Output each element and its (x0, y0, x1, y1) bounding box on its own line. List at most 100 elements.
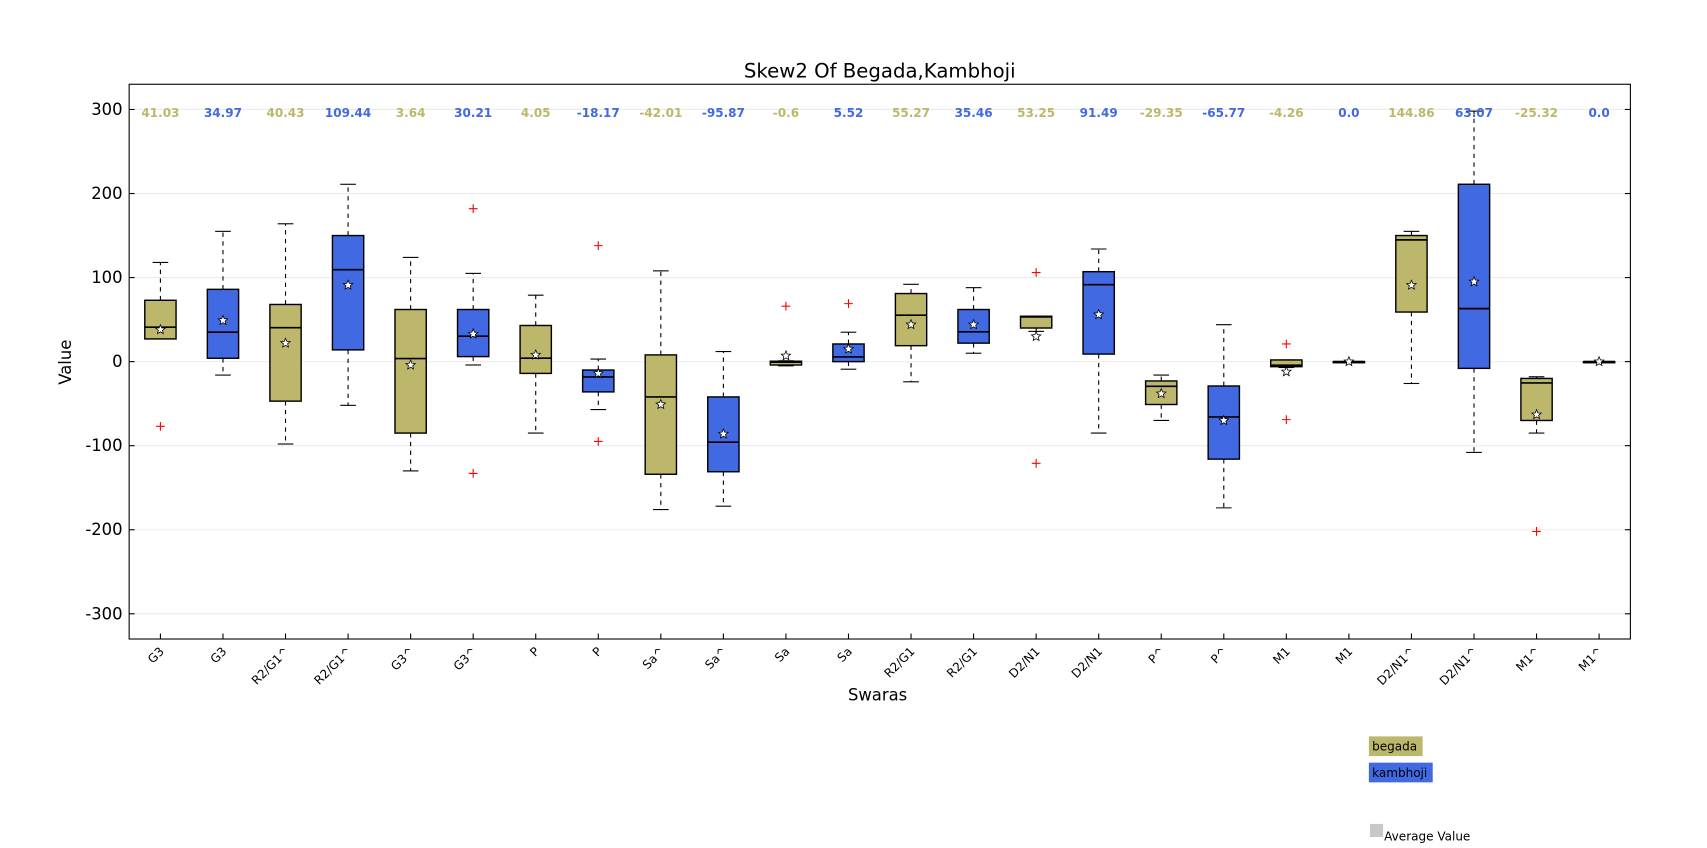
mean-marker (1530, 408, 1543, 420)
mean-marker (1468, 275, 1480, 287)
outlier (1031, 268, 1041, 277)
outlier (1532, 527, 1541, 536)
y-tick-label: 0 (112, 352, 122, 371)
median-label: 4.05 (521, 106, 551, 120)
legend-label: begada (1372, 740, 1417, 754)
y-tick-label: 200 (91, 184, 122, 203)
mean-marker (842, 343, 855, 354)
median-label: 30.21 (454, 106, 492, 120)
box (269, 303, 302, 402)
median-label: -65.77 (1202, 106, 1245, 120)
mean-marker (780, 349, 792, 361)
x-tick-label: P (590, 644, 605, 659)
y-tick-label: 100 (91, 268, 122, 287)
median-label: 35.46 (955, 106, 993, 120)
mean-marker (405, 359, 417, 370)
median-label: 3.64 (396, 106, 426, 120)
mean-marker (905, 318, 917, 330)
x-tick-label: M1 (1270, 644, 1293, 667)
x-tick-label: Sa (772, 644, 793, 665)
outlier (781, 301, 791, 311)
legend-mean-swatch (1369, 823, 1384, 838)
mean-marker (1218, 414, 1230, 426)
legend-swatch (1368, 762, 1433, 783)
median-label: 144.86 (1388, 106, 1434, 120)
mean-marker (1030, 330, 1042, 342)
median-label: 53.25 (1017, 106, 1055, 120)
outlier (156, 421, 165, 431)
box (769, 360, 803, 366)
mean-marker (1343, 355, 1355, 367)
mean-marker (530, 349, 542, 360)
box (1019, 315, 1053, 329)
box (1395, 234, 1428, 313)
mean-marker (1093, 308, 1105, 320)
x-tick-label: M1^ (1513, 644, 1543, 674)
median-label: -18.17 (577, 106, 620, 120)
mean-marker (655, 398, 667, 410)
outlier (1031, 458, 1041, 468)
x-tick-label: R2/G1 (881, 644, 917, 680)
median-label: -25.32 (1515, 106, 1558, 120)
y-tick-label: -200 (85, 520, 122, 539)
x-tick-label: D2/N1^ (1374, 644, 1418, 688)
box (957, 308, 990, 344)
median-label: -95.87 (702, 106, 745, 120)
x-tick-label: P (527, 644, 542, 659)
mean-marker (342, 279, 354, 290)
median-label: 40.43 (267, 106, 305, 120)
legend-label: kambhoji (1372, 766, 1427, 780)
outlier (468, 469, 478, 478)
median-label: -29.35 (1140, 106, 1183, 120)
x-tick-label: M1^ (1576, 644, 1606, 674)
x-tick-label: R2/G1^ (311, 644, 354, 687)
mean-marker (592, 367, 604, 379)
box (144, 299, 177, 340)
x-tick-label: R2/G1 (944, 644, 980, 680)
median-label: 63.07 (1455, 106, 1493, 120)
median-label: -4.26 (1269, 106, 1304, 120)
x-axis-label: Swaras (848, 685, 907, 704)
median-label: 109.44 (325, 106, 371, 120)
x-tick-label: D2/N1 (1006, 644, 1042, 680)
x-tick-label: R2/G1^ (249, 644, 292, 687)
median-label: 55.27 (892, 106, 930, 120)
mean-marker (1155, 387, 1167, 399)
median-label: 0.0 (1588, 106, 1609, 120)
legend-mean-label: Average Value (1384, 829, 1470, 843)
mean-marker (154, 323, 167, 335)
box (394, 308, 427, 434)
mean-marker (1405, 279, 1418, 290)
median-label: 5.52 (834, 106, 864, 120)
box (644, 354, 678, 475)
x-tick-label: G3^ (451, 644, 480, 673)
y-axis-label: Value (56, 340, 75, 385)
chart-title: Skew2 Of Begada,Kambhoji (744, 60, 1016, 83)
x-tick-label: M1 (1333, 644, 1356, 667)
outlier (1281, 339, 1291, 349)
outlier (844, 299, 853, 309)
x-tick-label: P^ (1146, 644, 1168, 666)
x-tick-label: G3 (145, 644, 167, 666)
x-tick-label: D2/N1^ (1437, 644, 1481, 688)
x-tick-label: D2/N1 (1069, 644, 1105, 680)
box (206, 288, 240, 359)
mean-marker (279, 337, 292, 348)
x-tick-label: P^ (1208, 644, 1230, 666)
outlier (593, 241, 603, 251)
y-tick-label: 300 (91, 100, 122, 119)
median-label: 91.49 (1080, 106, 1118, 120)
outlier (1281, 415, 1291, 425)
x-tick-label: Sa^ (640, 644, 668, 672)
median-label: 34.97 (204, 106, 242, 120)
mean-marker (1280, 365, 1293, 377)
mean-marker (967, 318, 980, 330)
median-label: -0.6 (773, 106, 799, 120)
legend-swatch (1368, 736, 1423, 757)
plot-frame (128, 83, 1631, 640)
outlier (468, 204, 478, 214)
mean-marker (717, 428, 730, 439)
median-label: -42.01 (639, 106, 682, 120)
